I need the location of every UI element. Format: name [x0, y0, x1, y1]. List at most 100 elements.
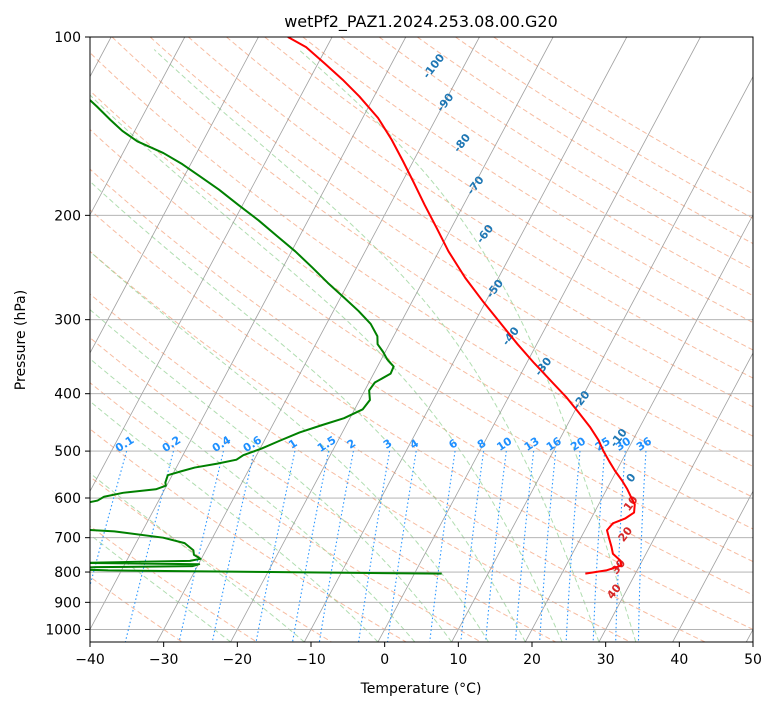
mixing-ratio-label: 6	[446, 436, 460, 451]
mixing-ratio-line	[485, 451, 507, 642]
moist-adiabat-line	[298, 49, 637, 642]
y-tick-label: 100	[54, 30, 81, 46]
dry-adiabat-label: 40	[604, 581, 624, 601]
mixing-ratio-line	[592, 451, 606, 642]
mixing-ratio-line	[514, 451, 535, 642]
dry-adiabat-line	[90, 476, 332, 642]
mixing-ratio-line	[178, 450, 224, 642]
y-axis: 100 200 300 400 500 600 700 800 900 1000	[45, 30, 90, 638]
dewpoint-profile-line	[90, 98, 442, 575]
isotherm-line	[745, 628, 753, 642]
dry-adiabat-line	[90, 52, 753, 498]
dry-adiabat-line	[90, 337, 556, 642]
mixing-ratio-labels: 0.1 0.2 0.4 0.6 1 1.5 2 3 4 6 8 10 13 16 20 25 30 36	[113, 433, 654, 455]
x-tick-label: 30	[597, 652, 615, 668]
mixing-ratio-line	[386, 451, 417, 642]
mixing-ratio-label: 1.5	[315, 433, 338, 455]
moist-adiabat-line	[90, 308, 453, 642]
dry-adiabat-line	[90, 293, 631, 642]
dry-adiabat-label: -60	[474, 222, 497, 246]
mixing-ratio-line	[358, 451, 391, 642]
moist-adiabat-line	[90, 250, 489, 642]
dry-adiabat-line	[149, 37, 753, 437]
mixing-ratio-label: 0.4	[210, 433, 234, 455]
dry-adiabat-line	[90, 209, 753, 630]
mixing-ratio-line	[460, 451, 485, 642]
dry-adiabat-label: -90	[434, 90, 457, 114]
y-tick-label: 300	[54, 313, 81, 329]
moist-adiabat-line	[90, 472, 305, 642]
x-tick-label: −10	[296, 652, 326, 668]
y-tick-label: 400	[54, 387, 81, 403]
isotherm-line	[90, 37, 259, 354]
moist-adiabat-line	[153, 49, 600, 642]
isotherm-line	[90, 37, 407, 631]
dry-adiabat-label: 0	[624, 471, 639, 485]
x-tick-label: 50	[744, 652, 762, 668]
temperature-profile-line	[287, 37, 636, 575]
isotherm-line	[230, 37, 554, 642]
dry-adiabat-line	[90, 250, 706, 642]
mixing-ratio-label: 1	[286, 437, 300, 452]
dry-adiabat-line	[111, 37, 753, 467]
moist-adiabat-line	[90, 94, 563, 642]
isotherm-line	[672, 490, 753, 642]
y-tick-label: 800	[54, 565, 81, 581]
dry-adiabat-line	[340, 37, 753, 297]
mixing-ratio-line	[90, 450, 128, 588]
x-tick-label: 40	[670, 652, 688, 668]
mixing-ratio-label: 4	[408, 436, 422, 451]
dry-adiabat-line	[90, 128, 753, 563]
isotherm-line	[451, 75, 753, 642]
dry-adiabat-line	[493, 37, 753, 195]
chart-title: wetPf2_PAZ1.2024.253.08.00.G20	[284, 12, 558, 32]
x-tick-label: −30	[149, 652, 179, 668]
isotherm-line	[90, 37, 333, 493]
isotherm-line	[524, 213, 753, 642]
dry-adiabat-line	[90, 168, 753, 596]
x-tick-label: −40	[75, 652, 105, 668]
y-tick-label: 600	[54, 491, 81, 507]
x-tick-label: −20	[223, 652, 253, 668]
plot-frame	[89, 36, 754, 643]
dry-adiabat-line	[90, 382, 482, 642]
x-axis: −40 −30 −20 −10 0 10 20 30 40 50	[75, 642, 762, 668]
mixing-ratio-line	[255, 450, 296, 642]
dry-adiabat-label: -100	[420, 51, 447, 81]
x-axis-title: Temperature (°C)	[360, 681, 482, 697]
isotherm-line	[156, 37, 480, 642]
dry-adiabat-label: -50	[484, 277, 507, 301]
mixing-ratio-line	[429, 451, 456, 642]
y-tick-label: 200	[54, 208, 81, 224]
mixing-ratio-line	[292, 450, 330, 642]
mixing-ratio-line	[318, 450, 354, 642]
dry-adiabat-line	[90, 90, 753, 530]
isotherm-line	[303, 37, 628, 642]
profiles	[90, 37, 636, 575]
y-tick-label: 700	[54, 531, 81, 547]
dry-adiabat-line	[90, 428, 407, 642]
dry-adiabat-label: -80	[451, 131, 474, 155]
x-tick-label: 10	[449, 652, 467, 668]
dry-adiabat-line	[90, 525, 258, 642]
x-tick-label: 0	[380, 652, 389, 668]
isotherm-line	[377, 37, 701, 642]
mixing-ratio-label: 2	[345, 437, 359, 452]
mixing-ratio-label: 3	[381, 437, 395, 452]
dry-adiabat-label: -70	[464, 173, 487, 197]
dry-adiabat-line	[378, 37, 753, 270]
mixing-ratio-line	[565, 451, 581, 642]
dry-adiabat-label: -20	[570, 388, 593, 412]
y-tick-label: 900	[54, 595, 81, 611]
dry-adiabat-line	[226, 37, 753, 379]
mixing-ratio-line	[637, 451, 647, 642]
moist-adiabat-line	[90, 534, 231, 642]
y-tick-label: 1000	[45, 622, 81, 638]
mixing-ratio-line	[539, 451, 557, 642]
isotherm-line	[598, 352, 753, 642]
mixing-ratio-line	[211, 450, 255, 642]
y-axis-title: Pressure (hPa)	[13, 290, 29, 390]
dry-adiabat-line	[302, 37, 753, 324]
